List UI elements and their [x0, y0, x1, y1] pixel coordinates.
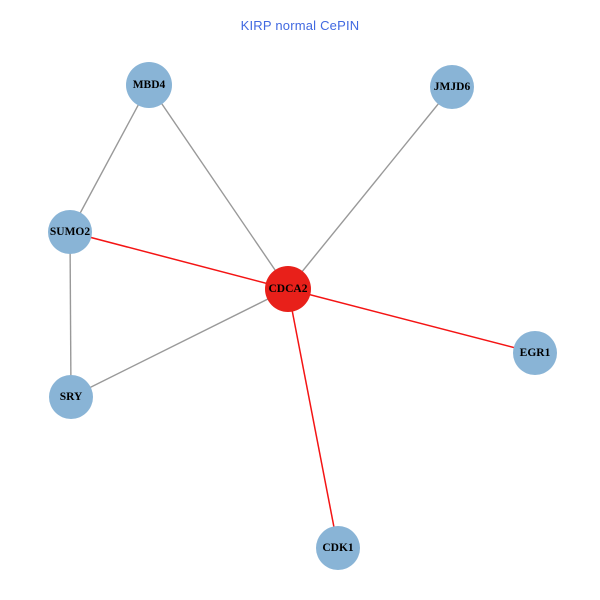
graph-edge-jmjd6-cdca2[interactable] [287, 86, 453, 290]
graph-edge-sumo2-cdca2[interactable] [69, 231, 289, 290]
graph-node-jmjd6[interactable]: JMJD6 [430, 65, 474, 109]
graph-node-circle-cdca2[interactable] [265, 266, 311, 312]
graph-edge-sry-cdca2[interactable] [70, 288, 289, 398]
graph-node-mbd4[interactable]: MBD4 [126, 62, 172, 108]
graph-edge-mbd4-cdca2[interactable] [148, 84, 289, 290]
graph-node-circle-sry[interactable] [49, 375, 93, 419]
graph-edge-sumo2-sry[interactable] [69, 231, 72, 398]
graph-node-label-egr1: EGR1 [520, 347, 551, 359]
graph-node-cdk1[interactable]: CDK1 [316, 526, 360, 570]
graph-node-circle-egr1[interactable] [513, 331, 557, 375]
graph-edge-cdca2-egr1[interactable] [287, 288, 536, 354]
graph-edge-cdca2-cdk1[interactable] [287, 288, 339, 549]
graph-node-circle-sumo2[interactable] [48, 210, 92, 254]
page-title: KIRP normal CePIN [240, 18, 360, 33]
node-layer: MBD4 JMJD6 SUMO2 CDCA2 SRY EGR1 CDK1 [48, 62, 557, 570]
graph-node-label-jmjd6: JMJD6 [434, 81, 471, 93]
graph-node-sumo2[interactable]: SUMO2 [48, 210, 92, 254]
edge-layer [69, 84, 536, 549]
graph-node-label-sry: SRY [60, 391, 83, 403]
graph-node-label-cdca2: CDCA2 [269, 283, 308, 295]
graph-node-cdca2[interactable]: CDCA2 [265, 266, 311, 312]
graph-node-label-cdk1: CDK1 [322, 542, 354, 554]
graph-node-circle-cdk1[interactable] [316, 526, 360, 570]
graph-node-circle-jmjd6[interactable] [430, 65, 474, 109]
graph-node-circle-mbd4[interactable] [126, 62, 172, 108]
graph-node-label-mbd4: MBD4 [133, 79, 166, 91]
graph-node-egr1[interactable]: EGR1 [513, 331, 557, 375]
graph-node-sry[interactable]: SRY [49, 375, 93, 419]
graph-node-label-sumo2: SUMO2 [50, 226, 91, 238]
graph-edge-mbd4-sumo2[interactable] [69, 84, 150, 233]
